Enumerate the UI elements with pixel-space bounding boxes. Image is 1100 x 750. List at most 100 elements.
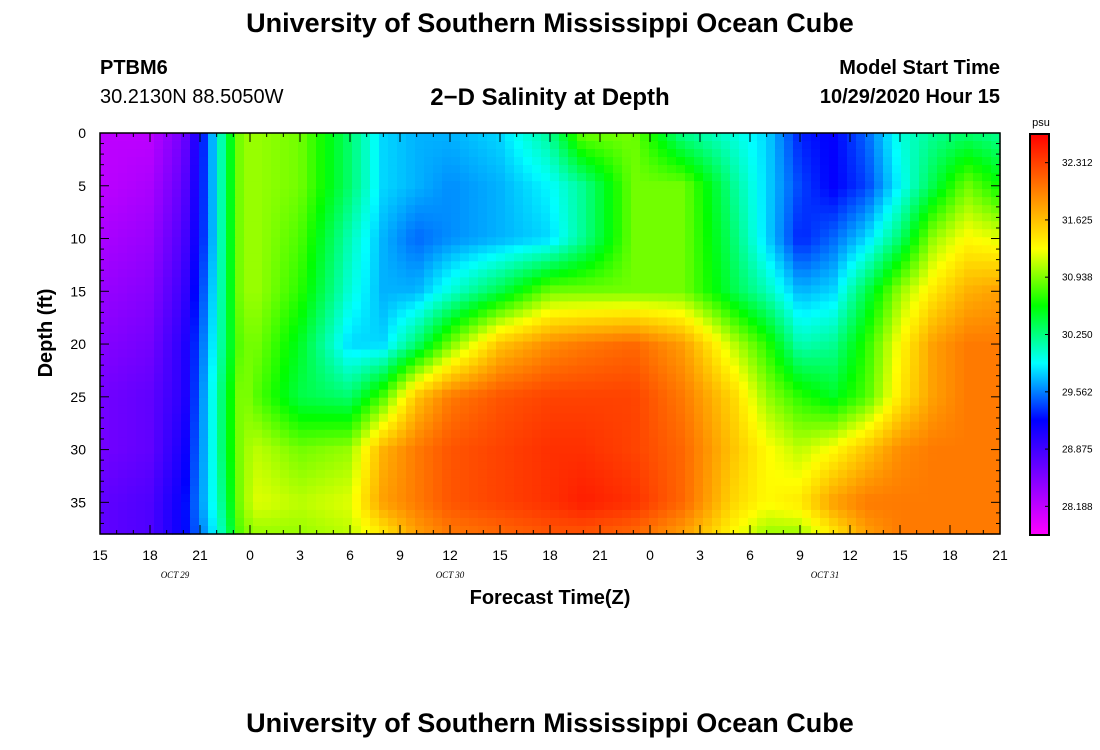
heatmap-cell xyxy=(685,301,695,311)
heatmap-cell xyxy=(703,189,713,198)
heatmap-cell xyxy=(631,205,641,214)
heatmap-cell xyxy=(532,141,542,150)
heatmap-cell xyxy=(622,405,632,415)
heatmap-cell xyxy=(478,285,488,294)
heatmap-cell xyxy=(964,301,974,311)
heatmap-cell xyxy=(424,197,434,206)
heatmap-cell xyxy=(667,245,677,254)
heatmap-cell xyxy=(217,221,227,230)
heatmap-cell xyxy=(613,453,623,463)
heatmap-cell xyxy=(433,213,443,222)
heatmap-cell xyxy=(307,165,317,174)
heatmap-cell xyxy=(775,173,785,182)
heatmap-cell xyxy=(163,389,173,399)
heatmap-cell xyxy=(739,509,749,519)
heatmap-cell xyxy=(271,189,281,198)
heatmap-cell xyxy=(253,485,263,495)
heatmap-cell xyxy=(766,157,776,166)
heatmap-cell xyxy=(802,301,812,311)
heatmap-cell xyxy=(613,165,623,174)
heatmap-cell xyxy=(379,405,389,415)
heatmap-cell xyxy=(343,325,353,335)
heatmap-cell xyxy=(181,357,191,367)
heatmap-cell xyxy=(973,461,983,471)
heatmap-cell xyxy=(937,357,947,367)
heatmap-cell xyxy=(199,269,209,278)
heatmap-cell xyxy=(757,149,767,158)
heatmap-cell xyxy=(586,261,596,270)
heatmap-cell xyxy=(802,317,812,327)
heatmap-cell xyxy=(568,365,578,375)
heatmap-cell xyxy=(784,253,794,262)
heatmap-cell xyxy=(559,413,569,423)
heatmap-cell xyxy=(235,157,245,166)
heatmap-cell xyxy=(640,189,650,198)
heatmap-layer xyxy=(100,133,1001,535)
heatmap-cell xyxy=(226,205,236,214)
heatmap-cell xyxy=(937,373,947,383)
heatmap-cell xyxy=(802,373,812,383)
heatmap-cell xyxy=(154,357,164,367)
heatmap-cell xyxy=(136,445,146,455)
heatmap-cell xyxy=(244,461,254,471)
heatmap-cell xyxy=(496,285,506,294)
heatmap-cell xyxy=(289,141,299,150)
heatmap-cell xyxy=(208,469,218,479)
heatmap-cell xyxy=(154,493,164,503)
heatmap-cell xyxy=(289,221,299,230)
heatmap-cell xyxy=(703,405,713,415)
heatmap-cell xyxy=(136,341,146,351)
heatmap-cell xyxy=(811,501,821,511)
heatmap-cell xyxy=(478,469,488,479)
heatmap-cell xyxy=(928,397,938,407)
heatmap-cell xyxy=(694,157,704,166)
heatmap-cell xyxy=(775,349,785,359)
heatmap-cell xyxy=(523,285,533,294)
heatmap-cell xyxy=(388,205,398,214)
heatmap-cell xyxy=(361,285,371,294)
heatmap-cell xyxy=(415,317,425,327)
heatmap-cell xyxy=(784,165,794,174)
heatmap-cell xyxy=(424,453,434,463)
heatmap-cell xyxy=(127,189,137,198)
heatmap-cell xyxy=(883,165,893,174)
heatmap-cell xyxy=(244,269,254,278)
heatmap-cell xyxy=(667,197,677,206)
heatmap-cell xyxy=(955,421,965,431)
heatmap-cell xyxy=(847,501,857,511)
heatmap-cell xyxy=(487,301,497,311)
heatmap-cell xyxy=(379,285,389,294)
heatmap-cell xyxy=(541,181,551,190)
heatmap-cell xyxy=(478,325,488,335)
heatmap-cell xyxy=(244,197,254,206)
heatmap-cell xyxy=(118,493,128,503)
heatmap-cell xyxy=(271,269,281,278)
heatmap-cell xyxy=(298,389,308,399)
heatmap-cell xyxy=(370,317,380,327)
heatmap-cell xyxy=(523,293,533,303)
heatmap-cell xyxy=(208,341,218,351)
heatmap-cell xyxy=(757,189,767,198)
heatmap-cell xyxy=(235,349,245,359)
heatmap-cell xyxy=(424,405,434,415)
heatmap-cell xyxy=(973,405,983,415)
heatmap-cell xyxy=(226,445,236,455)
heatmap-cell xyxy=(784,149,794,158)
heatmap-cell xyxy=(154,509,164,519)
heatmap-cell xyxy=(397,341,407,351)
heatmap-cell xyxy=(586,525,596,535)
heatmap-cell xyxy=(460,133,470,142)
heatmap-cell xyxy=(829,429,839,439)
heatmap-cell xyxy=(856,149,866,158)
heatmap-cell xyxy=(298,445,308,455)
heatmap-cell xyxy=(982,197,992,206)
heatmap-cell xyxy=(712,517,722,527)
heatmap-cell xyxy=(991,149,1001,158)
heatmap-cell xyxy=(802,181,812,190)
heatmap-cell xyxy=(712,389,722,399)
heatmap-cell xyxy=(550,269,560,278)
heatmap-cell xyxy=(127,357,137,367)
heatmap-cell xyxy=(649,317,659,327)
heatmap-cell xyxy=(586,213,596,222)
heatmap-cell xyxy=(100,453,110,463)
